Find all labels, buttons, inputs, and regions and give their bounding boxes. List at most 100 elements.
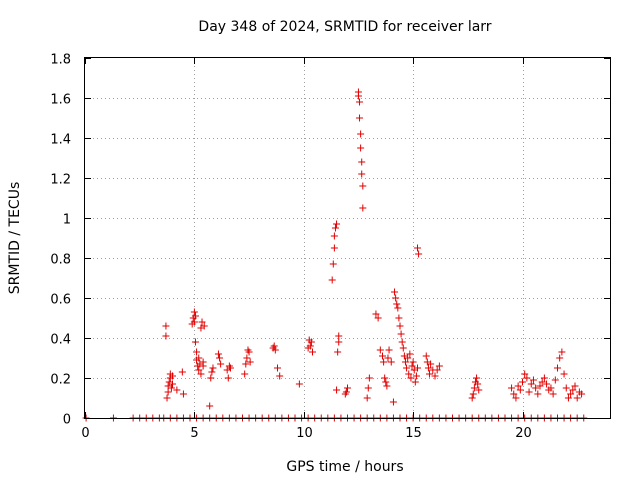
data-point xyxy=(191,312,199,320)
data-point xyxy=(387,358,395,366)
data-point xyxy=(356,114,364,122)
data-point xyxy=(164,388,172,396)
data-point xyxy=(214,350,222,358)
data-point xyxy=(274,364,281,372)
data-point xyxy=(426,370,434,378)
data-point xyxy=(209,364,217,372)
data-point xyxy=(573,394,581,402)
data-point xyxy=(190,318,198,326)
data-point xyxy=(571,382,579,390)
data-point xyxy=(412,372,420,380)
data-point xyxy=(562,384,570,392)
data-point xyxy=(330,244,338,252)
data-point xyxy=(198,318,206,326)
data-point xyxy=(344,384,351,392)
data-point xyxy=(241,370,249,378)
chart-title: Day 348 of 2024, SRMTID for receiver lar… xyxy=(198,19,491,35)
data-point xyxy=(276,372,284,380)
data-point xyxy=(433,366,441,374)
data-point xyxy=(199,358,207,366)
y-tick-label: 0.8 xyxy=(50,253,71,268)
data-point xyxy=(295,380,303,388)
data-point xyxy=(393,300,401,308)
data-point xyxy=(246,358,254,366)
data-points-layer xyxy=(82,88,588,422)
data-point xyxy=(529,376,537,384)
data-point xyxy=(538,378,546,386)
y-tick-label: 0.6 xyxy=(50,293,71,308)
data-point xyxy=(307,338,315,346)
data-point xyxy=(404,354,412,362)
data-point xyxy=(374,314,382,322)
data-point xyxy=(193,348,201,356)
x-tick-label: 0 xyxy=(81,426,89,441)
data-point xyxy=(334,348,342,356)
data-point xyxy=(335,338,343,346)
data-point xyxy=(271,346,279,354)
axis-ticks-layer: 0 5 10 15 20 0 0.2 0.4 0.6 0.8 1 1.2 1.4 1.6 1.8 xyxy=(50,53,610,441)
x-tick-label: 15 xyxy=(405,426,422,441)
y-tick-label: 1.8 xyxy=(50,53,71,68)
data-point xyxy=(414,244,421,252)
data-point xyxy=(167,384,175,392)
data-point xyxy=(510,390,518,398)
data-point xyxy=(224,374,232,382)
data-point xyxy=(364,384,372,392)
data-point xyxy=(543,380,551,388)
x-tick-label: 20 xyxy=(515,426,532,441)
data-point xyxy=(474,380,482,388)
x-tick-label: 10 xyxy=(296,426,313,441)
data-point xyxy=(357,130,365,138)
data-point xyxy=(521,370,529,378)
data-point xyxy=(162,322,170,330)
data-point xyxy=(532,384,540,392)
data-point xyxy=(309,348,316,356)
data-point xyxy=(398,338,406,346)
data-point xyxy=(191,338,199,346)
data-point xyxy=(519,378,526,386)
data-point xyxy=(424,364,432,372)
y-axis-label: SRMTID / TECUs xyxy=(7,182,23,295)
data-point xyxy=(169,380,176,388)
data-point xyxy=(380,358,388,366)
data-point xyxy=(392,294,400,302)
y-tick-label: 1 xyxy=(63,213,71,228)
data-point xyxy=(540,374,548,382)
data-point xyxy=(549,390,557,398)
data-point xyxy=(333,386,341,394)
data-point xyxy=(163,394,171,402)
data-point xyxy=(270,342,278,350)
data-point xyxy=(405,370,413,378)
data-point xyxy=(394,304,402,312)
data-point xyxy=(382,378,390,386)
data-point xyxy=(536,382,544,390)
y-tick-label: 0.4 xyxy=(50,333,71,348)
data-point xyxy=(523,374,531,382)
data-point xyxy=(358,158,366,166)
data-point xyxy=(406,350,414,358)
data-point xyxy=(207,374,215,382)
data-point xyxy=(330,232,338,240)
data-point xyxy=(558,348,566,356)
y-tick-label: 0.2 xyxy=(50,373,71,388)
data-point xyxy=(435,362,443,370)
data-point xyxy=(335,332,343,340)
data-point xyxy=(243,354,251,362)
data-point xyxy=(173,386,181,394)
data-point xyxy=(356,98,364,106)
plot-frame xyxy=(84,57,611,419)
data-point xyxy=(358,170,366,178)
grid-layer xyxy=(85,58,610,418)
data-point xyxy=(342,388,350,396)
data-point xyxy=(162,332,170,340)
data-point xyxy=(389,398,397,406)
data-point xyxy=(396,322,404,330)
data-point xyxy=(431,372,439,380)
data-point xyxy=(516,386,524,394)
data-point xyxy=(381,374,389,382)
data-point xyxy=(395,314,403,322)
data-point xyxy=(357,144,365,152)
data-point xyxy=(331,224,339,232)
data-point xyxy=(206,402,214,410)
